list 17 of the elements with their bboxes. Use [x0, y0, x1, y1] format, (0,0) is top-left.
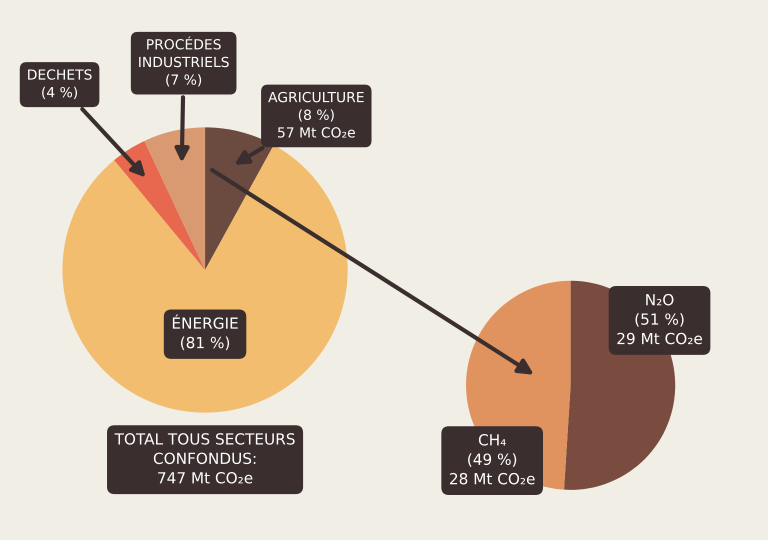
data-label: (81 %) [181, 336, 230, 350]
slice-label: DECHETS [28, 69, 92, 80]
pie-slice [114, 140, 206, 270]
pie-slice [62, 145, 348, 413]
data-label: (4 %) [42, 86, 78, 100]
data-label: (7 %) [166, 74, 202, 87]
pie-slice [144, 127, 206, 270]
text: TOTAL TOUS SECTEURS CONFONDUS: 747 Mt CO₂e [114, 433, 295, 484]
data-label: (8 %) 57 Mt CO₂e [278, 109, 355, 138]
slice-label: AGRICULTURE [268, 92, 364, 102]
slice-label: PROCÉDES INDUSTRIELS [139, 36, 229, 68]
slice-label: CH₄ [478, 434, 506, 446]
slice-label: ÉNERGIE [172, 314, 238, 329]
slice-label: N₂O [646, 294, 674, 306]
data-label: (51 %) 29 Mt CO₂e [617, 313, 702, 344]
data-label: (49 %) 28 Mt CO₂e [450, 453, 535, 484]
pie-slice [205, 127, 274, 270]
